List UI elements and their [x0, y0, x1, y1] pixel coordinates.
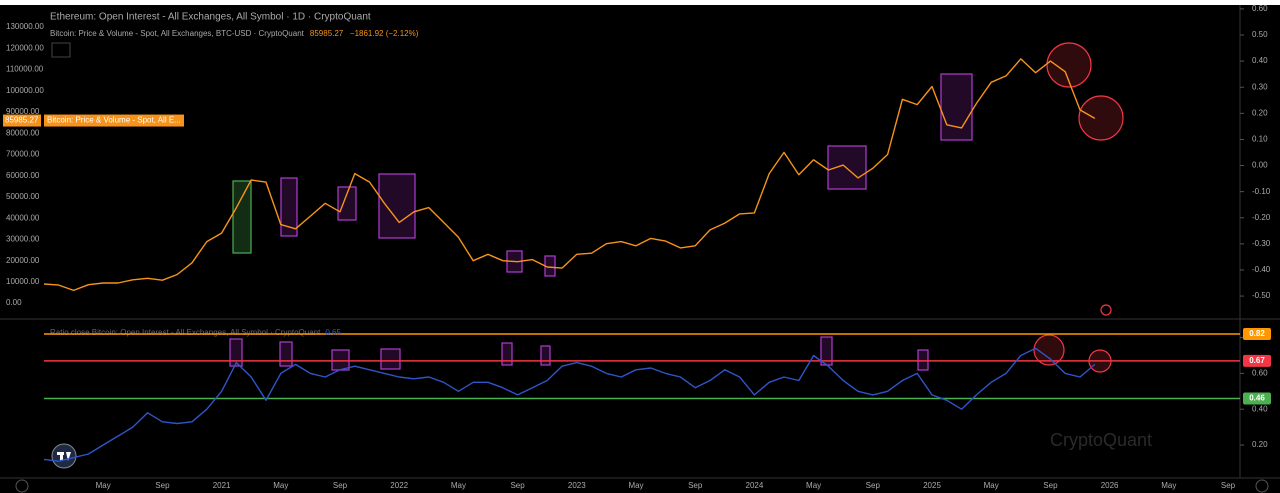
- x-tick-label: 2025: [923, 481, 941, 490]
- y-tick-label: 90000.00: [6, 107, 40, 116]
- y2-tick-label: -0.20: [1252, 213, 1271, 222]
- y2-tick-label: 0.00: [1252, 161, 1268, 170]
- box: [229, 338, 243, 367]
- y2-tick-label: 0.20: [1252, 108, 1268, 117]
- y-tick-label: 70000.00: [6, 150, 40, 159]
- level-tag: [1243, 354, 1271, 367]
- chart-title: Ethereum: Open Interest - All Exchanges,…: [50, 12, 371, 23]
- x-tick-label: May: [984, 481, 999, 490]
- series-tag: Bitcoin: Price & Volume - Spot, All E...: [47, 116, 181, 125]
- level-tag: [1243, 392, 1271, 405]
- price-tag: 85985.27: [5, 116, 39, 125]
- level-tag: [1243, 327, 1271, 340]
- legend-entry: Bitcoin: Price & Volume - Spot, All Exch…: [50, 29, 305, 38]
- x-tick-label: Sep: [1221, 481, 1236, 490]
- y2-tick-label: 0.10: [1252, 135, 1268, 144]
- x-tick-label: May: [806, 481, 821, 490]
- x-tick-label: Sep: [1043, 481, 1058, 490]
- logo-shape: [66, 452, 71, 461]
- box: [940, 73, 973, 141]
- x-tick-label: Sep: [510, 481, 525, 490]
- y-tick-label: 0.20: [1252, 440, 1268, 449]
- y-tick-label: 100000.00: [6, 86, 44, 95]
- level-label: 0.82: [1249, 329, 1265, 338]
- auto-button[interactable]: [1255, 479, 1269, 493]
- series-line: [43, 58, 1096, 292]
- watermark: CryptoQuant: [1050, 430, 1152, 450]
- y-tick-label: 0.40: [1252, 404, 1268, 413]
- y-tick-label: 120000.00: [6, 43, 44, 52]
- price-tag-bg: [3, 114, 41, 127]
- box: [917, 349, 929, 371]
- logo-shape: [60, 452, 63, 461]
- y2-tick-label: -0.50: [1252, 291, 1271, 300]
- box: [337, 186, 357, 221]
- y-tick-label: 0.60: [1252, 368, 1268, 377]
- marker: [1100, 304, 1112, 316]
- y-tick-label: 50000.00: [6, 192, 40, 201]
- box: [232, 180, 252, 254]
- box: [540, 345, 551, 366]
- tv-logo: [51, 443, 77, 469]
- last-value: 85985.27: [310, 29, 344, 38]
- series-tag-bg: [44, 114, 184, 127]
- y2-tick-label: 0.40: [1252, 56, 1268, 65]
- y2-tick-label: 0.60: [1252, 4, 1268, 13]
- subchart-last-value: 0.65: [325, 328, 341, 337]
- y-tick-label: 130000.00: [6, 22, 44, 31]
- box: [279, 341, 293, 367]
- y2-tick-label: 0.50: [1252, 30, 1268, 39]
- x-tick-label: 2024: [746, 481, 764, 490]
- y-tick-label: 10000.00: [6, 277, 40, 286]
- collapse-button[interactable]: [51, 42, 71, 58]
- y-tick-label: 40000.00: [6, 213, 40, 222]
- box: [280, 177, 298, 237]
- logo-circle: [51, 443, 77, 469]
- y-tick-label: 80000.00: [6, 128, 40, 137]
- y-tick-label: 60000.00: [6, 171, 40, 180]
- x-tick-label: May: [273, 481, 288, 490]
- circle: [1078, 95, 1124, 141]
- subchart-title: Ratio close Bitcoin: Open Interest - All…: [50, 328, 321, 337]
- y2-tick-label: -0.10: [1252, 187, 1271, 196]
- circle: [1033, 334, 1065, 366]
- x-tick-label: 2023: [568, 481, 586, 490]
- x-tick-label: May: [96, 481, 111, 490]
- y-tick-label: 110000.00: [6, 65, 44, 74]
- y-tick-label: 30000.00: [6, 235, 40, 244]
- box: [378, 173, 416, 239]
- x-tick-label: Sep: [155, 481, 170, 490]
- y2-tick-label: -0.30: [1252, 239, 1271, 248]
- box: [331, 349, 350, 371]
- x-tick-label: Sep: [866, 481, 881, 490]
- y-tick-label: 20000.00: [6, 256, 40, 265]
- box: [380, 348, 401, 370]
- y2-tick-label: 0.30: [1252, 82, 1268, 91]
- y2-tick-label: -0.40: [1252, 265, 1271, 274]
- x-tick-label: 2026: [1101, 481, 1119, 490]
- circle: [1046, 42, 1092, 88]
- x-tick-label: Sep: [333, 481, 348, 490]
- x-tick-label: Sep: [688, 481, 703, 490]
- x-tick-label: May: [1161, 481, 1176, 490]
- x-tick-label: 2022: [390, 481, 408, 490]
- level-label: 0.46: [1249, 394, 1265, 403]
- change-label: −1861.92 (−2.12%): [350, 29, 419, 38]
- x-tick-label: May: [628, 481, 643, 490]
- level-label: 0.67: [1249, 356, 1265, 365]
- zoom-button[interactable]: [15, 479, 29, 493]
- x-tick-label: 2021: [213, 481, 231, 490]
- series-line: [43, 347, 1096, 462]
- x-tick-label: May: [451, 481, 466, 490]
- box: [501, 342, 513, 366]
- top-strip: [0, 0, 1280, 5]
- y-tick-label: 0.00: [6, 298, 22, 307]
